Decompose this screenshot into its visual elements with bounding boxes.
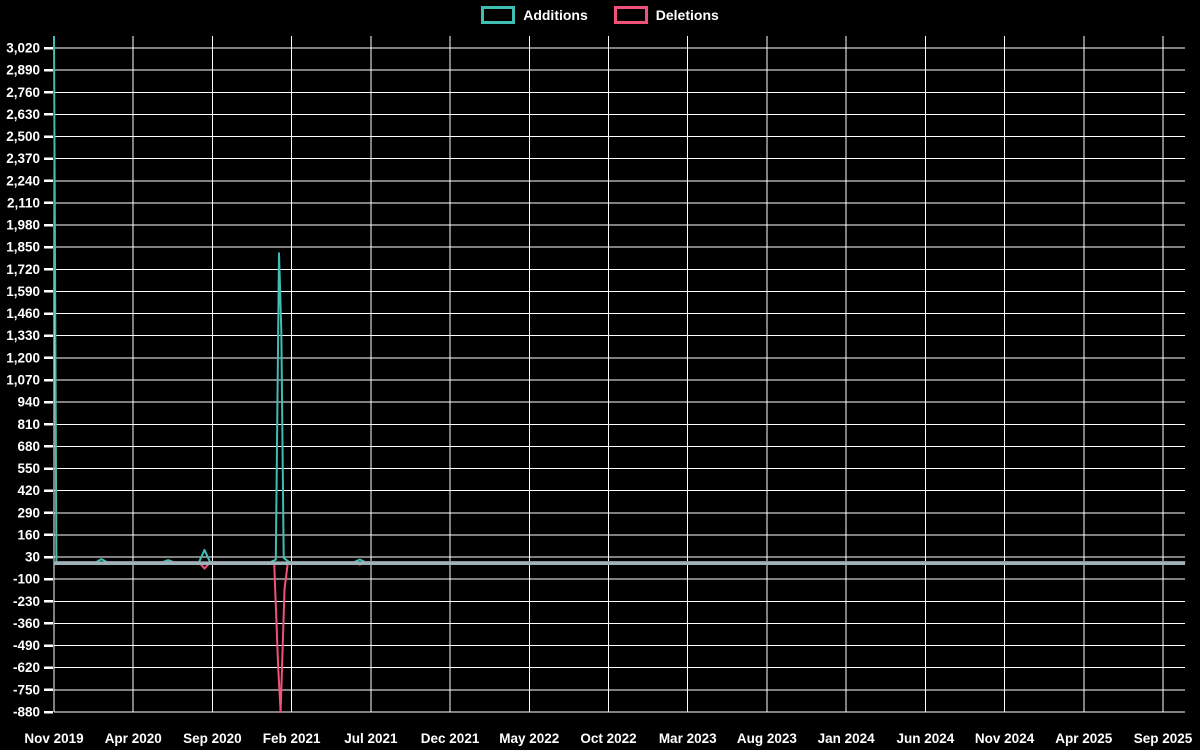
svg-text:3,020: 3,020 bbox=[6, 41, 40, 56]
svg-text:-750: -750 bbox=[13, 682, 40, 697]
legend-item-deletions[interactable]: Deletions bbox=[613, 6, 719, 24]
svg-text:Dec 2021: Dec 2021 bbox=[421, 731, 480, 746]
svg-text:1,330: 1,330 bbox=[6, 328, 40, 343]
svg-text:Apr 2025: Apr 2025 bbox=[1055, 731, 1113, 746]
deletions-swatch-icon bbox=[613, 6, 648, 24]
svg-text:2,760: 2,760 bbox=[6, 85, 40, 100]
svg-text:2,630: 2,630 bbox=[6, 107, 40, 122]
svg-text:420: 420 bbox=[17, 483, 40, 498]
svg-text:2,500: 2,500 bbox=[6, 129, 40, 144]
svg-text:810: 810 bbox=[17, 417, 40, 432]
svg-text:1,590: 1,590 bbox=[6, 284, 40, 299]
svg-text:1,720: 1,720 bbox=[6, 262, 40, 277]
svg-text:-490: -490 bbox=[13, 638, 40, 653]
svg-text:Nov 2024: Nov 2024 bbox=[975, 731, 1035, 746]
additions-swatch-icon bbox=[481, 6, 516, 24]
svg-text:Jul 2021: Jul 2021 bbox=[344, 731, 398, 746]
svg-text:160: 160 bbox=[17, 527, 40, 542]
svg-text:Jun 2024: Jun 2024 bbox=[896, 731, 954, 746]
legend-label-deletions: Deletions bbox=[655, 7, 719, 23]
svg-text:-100: -100 bbox=[13, 572, 40, 587]
svg-text:1,980: 1,980 bbox=[6, 218, 40, 233]
svg-text:Feb 2021: Feb 2021 bbox=[263, 731, 321, 746]
svg-text:550: 550 bbox=[17, 461, 40, 476]
svg-text:1,850: 1,850 bbox=[6, 240, 40, 255]
svg-text:30: 30 bbox=[25, 550, 40, 565]
svg-text:Aug 2023: Aug 2023 bbox=[737, 731, 798, 746]
svg-text:2,370: 2,370 bbox=[6, 151, 40, 166]
legend-item-additions[interactable]: Additions bbox=[481, 6, 588, 24]
svg-text:1,460: 1,460 bbox=[6, 306, 40, 321]
svg-text:-880: -880 bbox=[13, 705, 40, 720]
svg-text:Apr 2020: Apr 2020 bbox=[105, 731, 162, 746]
svg-text:Sep 2025: Sep 2025 bbox=[1134, 731, 1193, 746]
chart-legend: Additions Deletions bbox=[0, 6, 1200, 24]
svg-text:-360: -360 bbox=[13, 616, 40, 631]
svg-text:2,240: 2,240 bbox=[6, 173, 40, 188]
svg-text:May 2022: May 2022 bbox=[499, 731, 559, 746]
svg-text:1,200: 1,200 bbox=[6, 350, 40, 365]
svg-text:2,890: 2,890 bbox=[6, 63, 40, 78]
svg-text:-620: -620 bbox=[13, 660, 40, 675]
svg-text:Mar 2023: Mar 2023 bbox=[659, 731, 717, 746]
legend-label-additions: Additions bbox=[523, 7, 588, 23]
svg-text:290: 290 bbox=[17, 505, 40, 520]
svg-text:1,070: 1,070 bbox=[6, 373, 40, 388]
svg-text:940: 940 bbox=[17, 395, 40, 410]
svg-text:Nov 2019: Nov 2019 bbox=[24, 731, 83, 746]
svg-text:680: 680 bbox=[17, 439, 40, 454]
svg-text:Oct 2022: Oct 2022 bbox=[580, 731, 636, 746]
svg-text:2,110: 2,110 bbox=[7, 195, 40, 210]
svg-text:Jan 2024: Jan 2024 bbox=[818, 731, 876, 746]
svg-text:Sep 2020: Sep 2020 bbox=[183, 731, 242, 746]
svg-text:-230: -230 bbox=[13, 594, 40, 609]
